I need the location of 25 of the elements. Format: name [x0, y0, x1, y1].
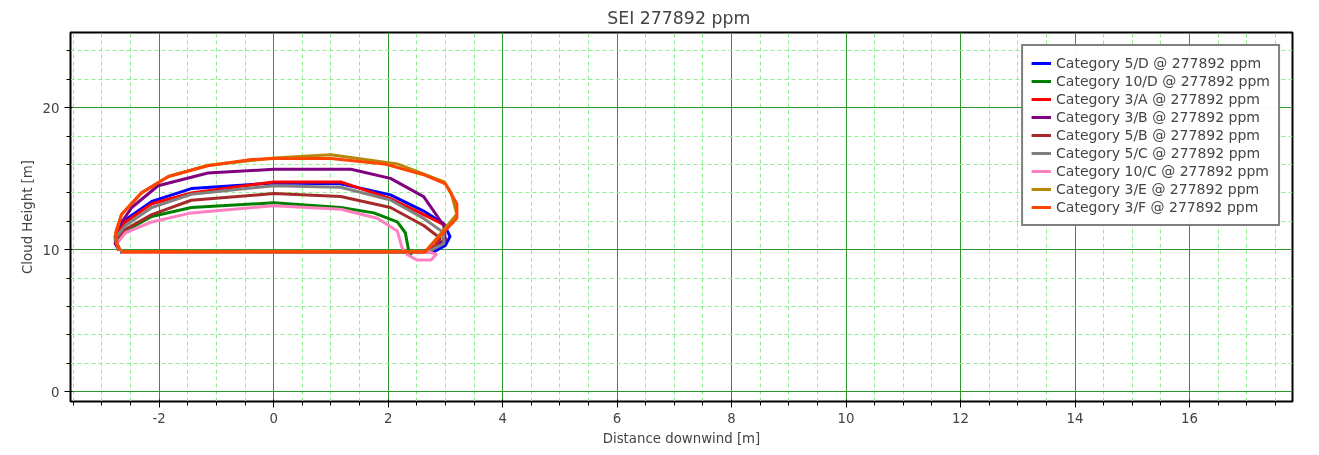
legend-label: Category 5/B @ 277892 ppm [1056, 126, 1260, 144]
legend-label: Category 3/F @ 277892 ppm [1056, 198, 1259, 216]
x-tick-label: 16 [1180, 410, 1198, 426]
legend-label: Category 10/D @ 277892 ppm [1056, 72, 1270, 90]
legend-label: Category 5/C @ 277892 ppm [1056, 144, 1261, 162]
legend-label: Category 3/B @ 277892 ppm [1056, 108, 1260, 126]
y-tick-label: 20 [42, 100, 60, 116]
legend-label: Category 10/C @ 277892 ppm [1056, 162, 1269, 180]
x-tick-label: 8 [727, 410, 736, 426]
y-tick-label: 0 [51, 384, 60, 400]
legend-label: Category 3/E @ 277892 ppm [1056, 180, 1260, 198]
x-tick-label: 6 [612, 410, 622, 426]
x-tick-label: 0 [269, 410, 278, 426]
x-tick-label: 4 [498, 410, 507, 426]
legend-label: Category 3/A @ 277892 ppm [1056, 90, 1260, 108]
x-tick-label: 2 [383, 410, 393, 426]
x-tick-label: -2 [152, 410, 166, 426]
y-tick-label: 10 [42, 242, 60, 258]
x-tick-label: 10 [837, 410, 855, 426]
x-tick-label: 12 [952, 410, 970, 426]
chart-title: SEI 277892 ppm [607, 7, 751, 28]
x-axis-title: Distance downwind [m] [602, 430, 761, 446]
y-axis-title: Cloud Height [m] [19, 159, 35, 274]
x-tick-label: 14 [1066, 410, 1084, 426]
legend-label: Category 5/D @ 277892 ppm [1056, 54, 1262, 72]
